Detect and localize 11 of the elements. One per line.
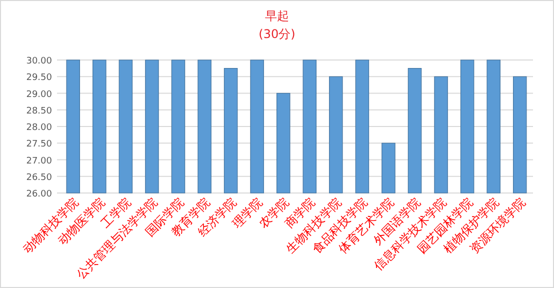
y-tick-label: 27.50 bbox=[26, 140, 52, 150]
y-tick-label: 27.00 bbox=[26, 156, 52, 166]
y-tick-label: 29.50 bbox=[26, 73, 52, 84]
chart-title: 早起 bbox=[265, 9, 289, 23]
y-tick-label: 30.00 bbox=[26, 56, 52, 66]
y-tick-label: 29.00 bbox=[26, 90, 52, 100]
y-tick-label: 28.50 bbox=[26, 106, 52, 116]
chart-subtitle: (30分) bbox=[258, 27, 296, 41]
y-tick-label: 26.00 bbox=[26, 190, 52, 200]
y-tick-label: 28.00 bbox=[26, 123, 52, 133]
y-tick-label: 26.50 bbox=[26, 172, 52, 183]
